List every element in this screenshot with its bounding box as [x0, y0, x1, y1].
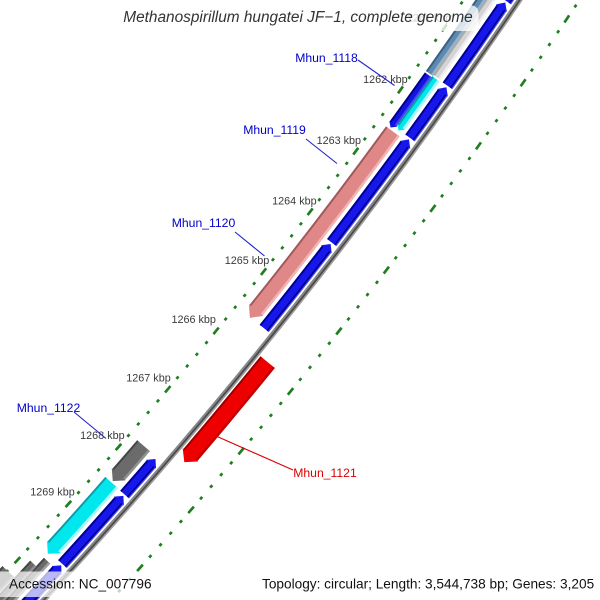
svg-text:Mhun_1119: Mhun_1119	[243, 123, 306, 137]
svg-text:Mhun_1121: Mhun_1121	[293, 466, 357, 480]
svg-text:Mhun_1118: Mhun_1118	[295, 51, 358, 65]
svg-text:1266 kbp: 1266 kbp	[171, 314, 215, 326]
svg-text:Methanospirillum hungatei JF−1: Methanospirillum hungatei JF−1, complete…	[123, 9, 472, 26]
svg-text:1262 kbp: 1262 kbp	[363, 74, 407, 86]
svg-text:1263 kbp: 1263 kbp	[317, 135, 361, 147]
svg-text:1267 kbp: 1267 kbp	[126, 372, 170, 384]
svg-text:Mhun_1122: Mhun_1122	[17, 401, 81, 415]
svg-text:Accession: NC_007796: Accession: NC_007796	[9, 577, 152, 592]
svg-text:Mhun_1120: Mhun_1120	[172, 216, 236, 230]
svg-text:1264 kbp: 1264 kbp	[272, 195, 316, 207]
svg-text:1269 kbp: 1269 kbp	[30, 487, 74, 499]
svg-text:Topology: circular; Length: 3,: Topology: circular; Length: 3,544,738 bp…	[262, 577, 595, 592]
svg-text:1265 kbp: 1265 kbp	[225, 255, 269, 267]
